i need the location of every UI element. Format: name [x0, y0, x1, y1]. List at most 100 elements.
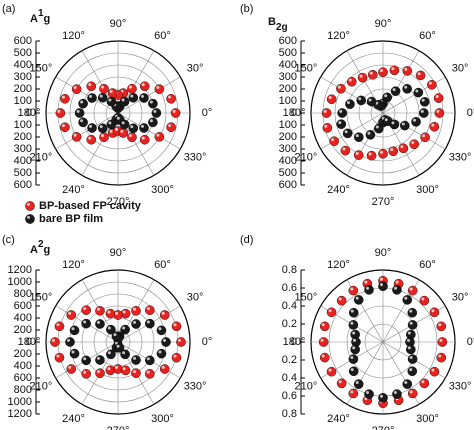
data-point [86, 81, 97, 92]
highlight [338, 297, 342, 301]
data-point [407, 307, 418, 318]
data-point [322, 123, 333, 133]
radial-tick-label: 100 [279, 119, 297, 131]
radial-tick-label: 400 [14, 360, 32, 372]
radial-tick-label: 200 [14, 131, 32, 143]
radial-grid-line [382, 112, 446, 150]
data-point [95, 319, 105, 329]
radial-tick-label: 0.2 [282, 354, 297, 366]
highlight [342, 147, 346, 151]
title-part: B [268, 16, 276, 28]
radial-tick-label: 300 [14, 71, 32, 83]
radial-tick-label: 400 [14, 59, 32, 71]
highlight [57, 109, 61, 113]
highlight [168, 95, 172, 99]
highlight [89, 124, 93, 128]
data-point [406, 344, 416, 355]
highlight [67, 338, 70, 342]
panel-label: (a) [2, 3, 15, 15]
data-point [389, 65, 400, 76]
data-point [329, 136, 339, 146]
highlight [115, 311, 118, 315]
highlight [99, 94, 103, 98]
data-point [326, 307, 337, 318]
data-point [139, 81, 150, 92]
angle-label: 300° [151, 413, 174, 425]
highlight [130, 125, 134, 129]
highlight [146, 370, 150, 374]
highlight [96, 320, 100, 324]
data-point [99, 132, 109, 143]
data-point [97, 92, 108, 103]
angle-label: 60° [419, 30, 436, 42]
data-point [71, 132, 82, 142]
data-point [388, 146, 399, 157]
data-point [95, 306, 105, 316]
radial-tick-label: 1200 [8, 408, 32, 420]
highlight [122, 367, 126, 371]
highlight [107, 367, 111, 371]
highlight [161, 365, 165, 369]
data-point [336, 378, 347, 389]
angle-label: 210° [295, 380, 318, 392]
data-point [148, 98, 158, 109]
highlight [436, 109, 440, 113]
data-point [378, 392, 388, 403]
title-part: g [44, 13, 51, 25]
highlight [413, 118, 417, 122]
radial-grid-line [117, 112, 181, 150]
highlight [407, 331, 411, 335]
highlight [366, 286, 370, 290]
radial-grid-line [55, 112, 119, 150]
data-point [69, 325, 80, 336]
data-point [120, 365, 131, 376]
highlight [422, 134, 426, 138]
data-point [348, 366, 359, 377]
angle-label: 150° [295, 62, 318, 74]
panel-title: A2g [30, 239, 50, 256]
data-point [336, 83, 346, 94]
highlight [168, 124, 172, 128]
highlight [130, 94, 134, 98]
radial-tick-label: 0 [26, 107, 32, 119]
data-point [81, 318, 91, 329]
data-point [378, 148, 388, 159]
angle-label: 150° [30, 62, 53, 74]
data-point [336, 119, 347, 129]
title-part: g [44, 244, 51, 256]
radial-tick-label: 200 [14, 83, 32, 95]
highlight [355, 134, 359, 138]
radial-tick-label: 500 [279, 167, 297, 179]
highlight [346, 101, 350, 105]
data-point [353, 379, 364, 389]
data-point [364, 285, 374, 295]
data-point [54, 321, 65, 332]
data-point [420, 132, 430, 143]
panel-label: (c) [2, 234, 15, 246]
highlight [435, 94, 439, 98]
data-point [148, 117, 158, 128]
data-point [348, 307, 359, 318]
highlight [153, 109, 157, 113]
data-point [66, 364, 77, 374]
highlight [149, 119, 153, 123]
radial-tick-label: 400 [14, 312, 32, 324]
radial-tick-label: 0.2 [282, 318, 297, 330]
data-point [326, 366, 337, 377]
data-point [402, 66, 413, 76]
highlight [99, 125, 103, 129]
highlight [97, 307, 100, 311]
highlight [321, 323, 325, 327]
highlight [395, 280, 399, 284]
data-point [156, 348, 167, 359]
highlight [438, 323, 442, 327]
highlight [173, 354, 177, 358]
data-point [145, 305, 155, 315]
highlight [83, 320, 87, 324]
radial-tick-label: 400 [279, 155, 297, 167]
radial-tick-label: 300 [279, 71, 297, 83]
data-point [128, 92, 139, 103]
data-point [418, 108, 429, 118]
data-point [99, 83, 109, 94]
highlight [331, 138, 335, 142]
